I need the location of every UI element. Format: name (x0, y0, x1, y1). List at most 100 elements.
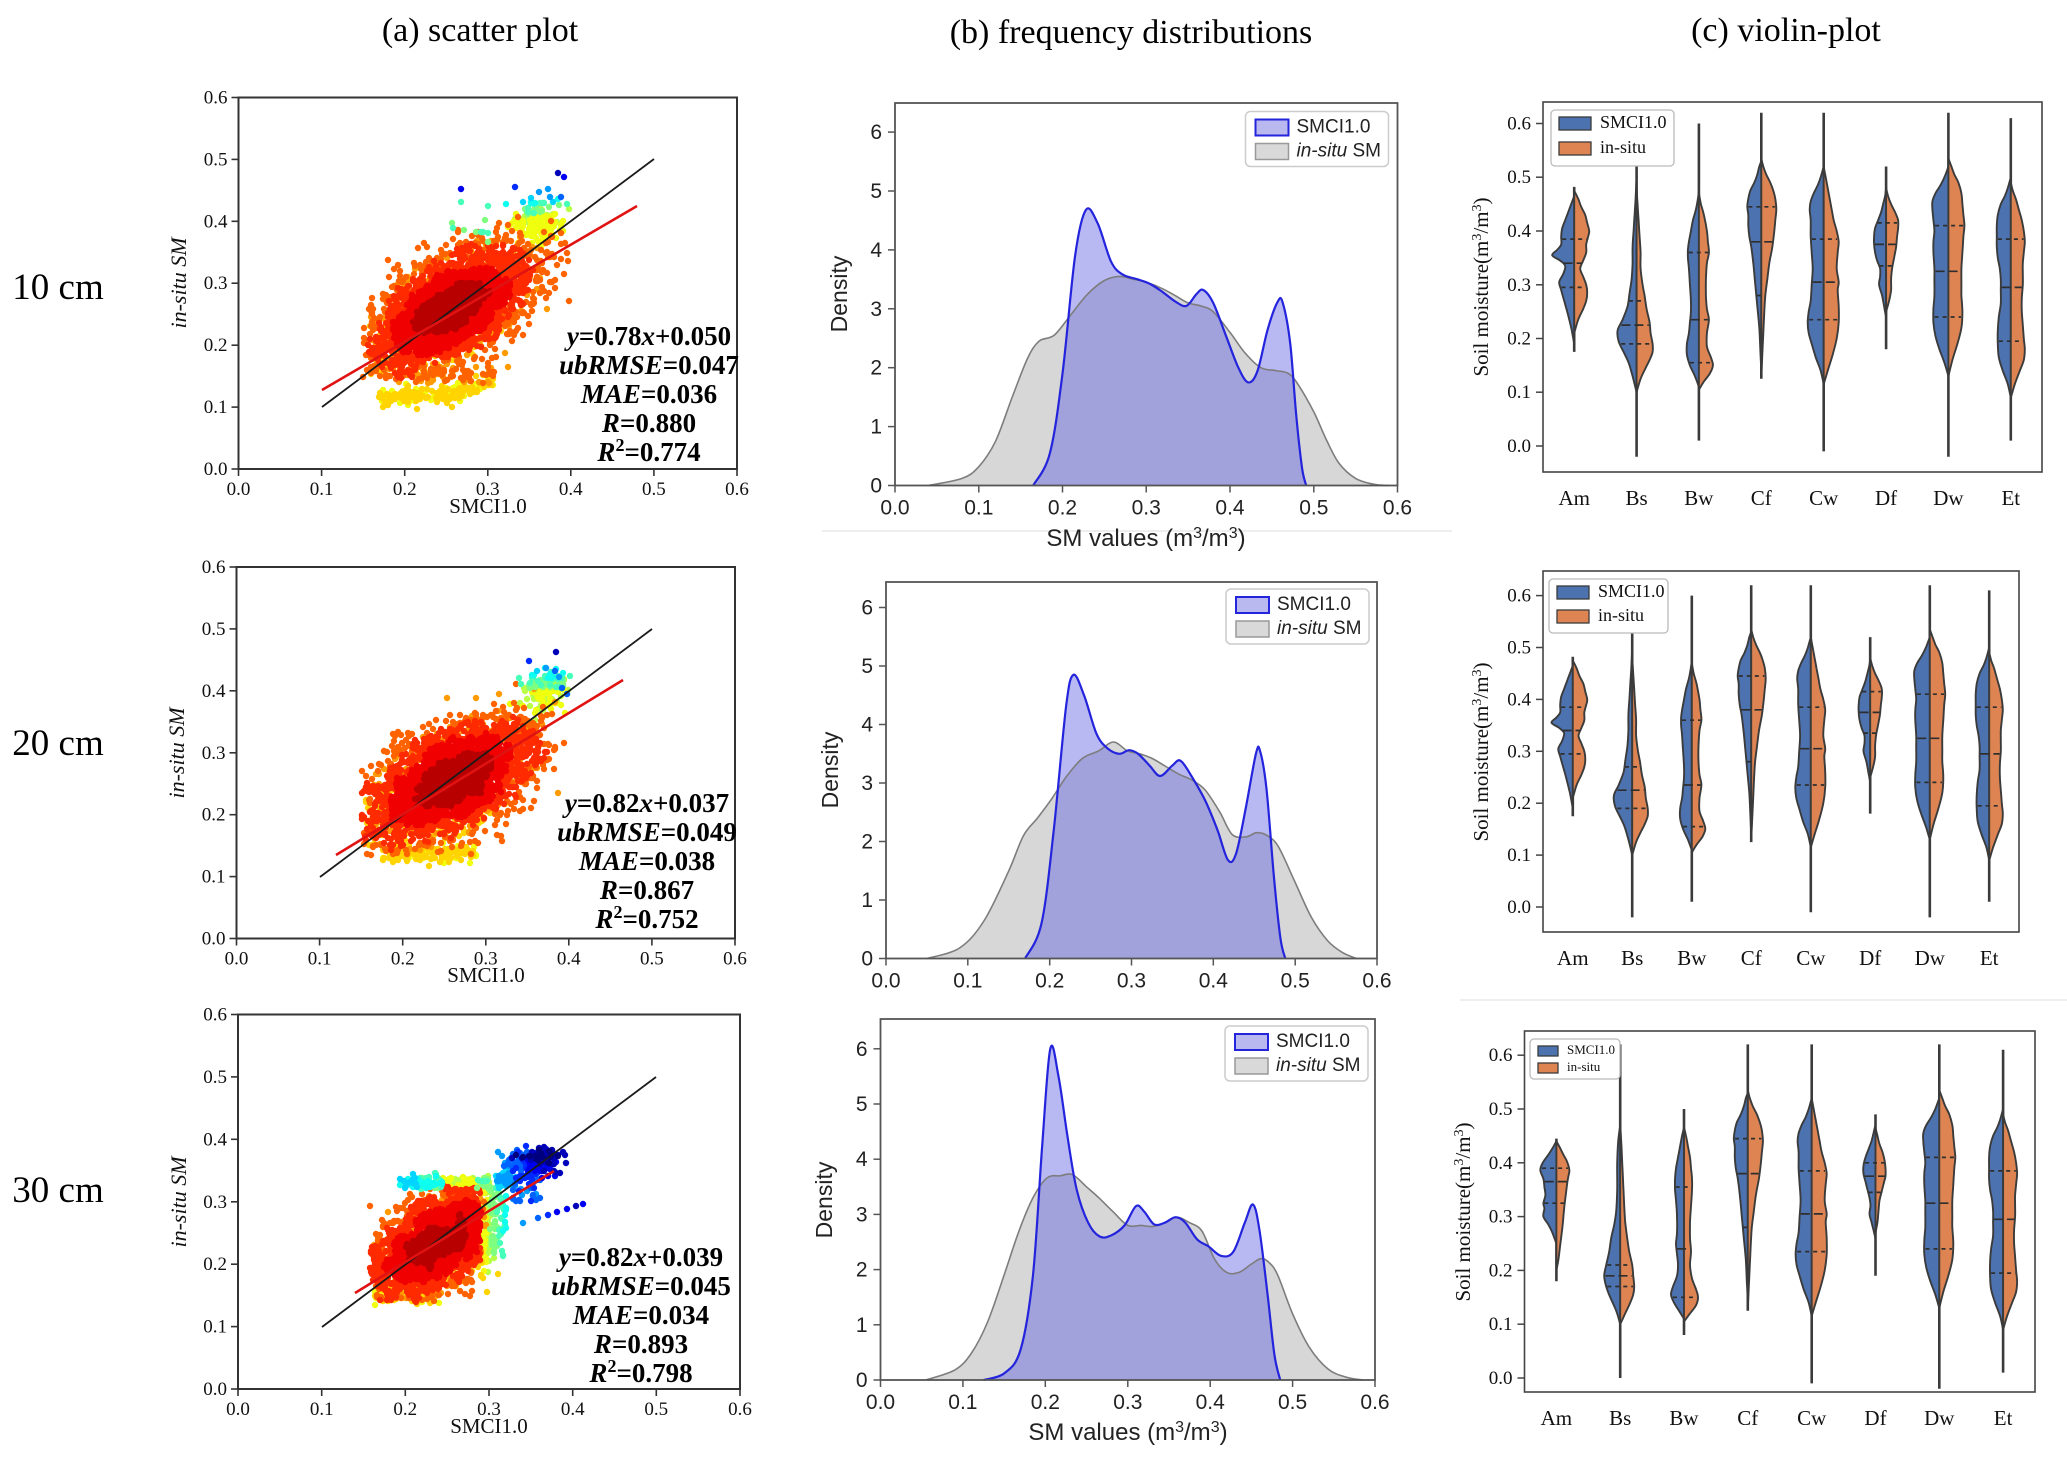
svg-text:Cf: Cf (1737, 1406, 1758, 1430)
svg-text:0.4: 0.4 (1196, 1391, 1226, 1414)
svg-text:Cw: Cw (1796, 946, 1826, 970)
svg-text:0.6: 0.6 (1362, 970, 1391, 993)
svg-text:0.4: 0.4 (204, 211, 228, 232)
svg-text:0.2: 0.2 (1031, 1391, 1060, 1414)
svg-text:0.2: 0.2 (391, 949, 415, 970)
svg-text:SMCI1.0: SMCI1.0 (1598, 581, 1665, 601)
svg-text:4: 4 (856, 1148, 868, 1171)
svg-text:SMCI1.0: SMCI1.0 (1297, 117, 1371, 138)
svg-text:2: 2 (861, 831, 873, 854)
svg-text:1: 1 (861, 889, 873, 912)
svg-text:in-situ: in-situ (1598, 605, 1644, 625)
svg-text:3: 3 (861, 772, 873, 795)
svg-text:6: 6 (861, 597, 873, 620)
svg-text:0: 0 (856, 1369, 868, 1392)
svg-text:0.2: 0.2 (1507, 793, 1531, 814)
svg-text:0.4: 0.4 (1215, 497, 1245, 520)
svg-text:0.6: 0.6 (1507, 586, 1531, 607)
svg-text:in-situ SM: in-situ SM (1277, 618, 1361, 639)
svg-text:0.4: 0.4 (559, 479, 583, 500)
svg-text:0.5: 0.5 (203, 1067, 227, 1088)
svg-text:MAE=0.034: MAE=0.034 (572, 1300, 709, 1330)
svg-text:0.5: 0.5 (204, 149, 228, 170)
svg-text:0: 0 (861, 948, 873, 971)
svg-text:0.4: 0.4 (202, 681, 226, 702)
svg-text:0.3: 0.3 (474, 949, 498, 970)
svg-text:ubRMSE=0.049: ubRMSE=0.049 (557, 817, 737, 847)
svg-text:0.5: 0.5 (1299, 497, 1328, 520)
svg-text:0.2: 0.2 (203, 1254, 227, 1275)
svg-text:0.2: 0.2 (202, 805, 226, 826)
svg-text:0.4: 0.4 (1489, 1153, 1513, 1174)
svg-text:0.0: 0.0 (226, 1399, 250, 1420)
svg-text:0.1: 0.1 (1489, 1314, 1513, 1335)
svg-text:0.3: 0.3 (1507, 741, 1531, 762)
svg-text:0.6: 0.6 (1360, 1391, 1389, 1414)
svg-text:0.1: 0.1 (202, 867, 226, 888)
svg-text:6: 6 (870, 121, 882, 144)
svg-text:0.4: 0.4 (203, 1129, 227, 1150)
svg-text:0.1: 0.1 (948, 1391, 977, 1414)
svg-text:Am: Am (1558, 486, 1590, 510)
svg-text:0.5: 0.5 (1489, 1099, 1513, 1120)
svg-text:Bs: Bs (1609, 1406, 1631, 1430)
svg-text:0.1: 0.1 (1507, 845, 1531, 866)
svg-text:0.0: 0.0 (202, 929, 226, 950)
svg-text:0.2: 0.2 (1489, 1260, 1513, 1281)
svg-text:Cf: Cf (1751, 486, 1772, 510)
svg-text:0.2: 0.2 (393, 479, 417, 500)
svg-text:5: 5 (861, 655, 873, 678)
svg-text:Dw: Dw (1933, 486, 1964, 510)
svg-text:0.3: 0.3 (1507, 275, 1531, 296)
svg-text:Df: Df (1875, 486, 1897, 510)
svg-text:0.1: 0.1 (204, 397, 228, 418)
svg-text:in-situ: in-situ (1600, 137, 1646, 157)
svg-text:Am: Am (1557, 946, 1589, 970)
svg-text:Am: Am (1541, 1406, 1573, 1430)
svg-text:MAE=0.038: MAE=0.038 (578, 846, 715, 876)
svg-text:SMCI1.0: SMCI1.0 (1276, 1031, 1350, 1052)
svg-text:Soil moisture(m3/m3): Soil moisture(m3/m3) (1469, 662, 1493, 841)
svg-text:in-situ SM: in-situ SM (164, 706, 189, 799)
svg-text:Density: Density (826, 255, 852, 332)
svg-text:0.5: 0.5 (1507, 638, 1531, 659)
svg-text:0.0: 0.0 (203, 1379, 227, 1400)
svg-text:(c) violin-plot: (c) violin-plot (1691, 12, 1881, 49)
svg-text:0.3: 0.3 (1132, 497, 1161, 520)
svg-text:y=0.82x+0.039: y=0.82x+0.039 (556, 1242, 723, 1272)
svg-text:0.3: 0.3 (204, 273, 228, 294)
svg-text:Dw: Dw (1924, 1406, 1955, 1430)
svg-text:0.1: 0.1 (310, 1399, 334, 1420)
svg-text:0.0: 0.0 (225, 949, 249, 970)
svg-text:1: 1 (856, 1314, 868, 1337)
svg-text:Et: Et (1980, 946, 1999, 970)
svg-text:0.5: 0.5 (644, 1399, 668, 1420)
svg-text:Df: Df (1859, 946, 1881, 970)
svg-text:10 cm: 10 cm (12, 267, 104, 308)
svg-text:R=0.867: R=0.867 (599, 875, 694, 905)
svg-text:Bs: Bs (1626, 486, 1648, 510)
svg-text:ubRMSE=0.045: ubRMSE=0.045 (551, 1271, 731, 1301)
svg-text:0.5: 0.5 (640, 949, 664, 970)
svg-text:0.1: 0.1 (310, 479, 334, 500)
svg-text:Cw: Cw (1797, 1406, 1827, 1430)
svg-text:y=0.78x+0.050: y=0.78x+0.050 (564, 321, 731, 351)
svg-text:4: 4 (870, 239, 882, 262)
svg-text:0.1: 0.1 (203, 1317, 227, 1338)
svg-text:Soil moisture(m3/m3): Soil moisture(m3/m3) (1469, 197, 1493, 376)
svg-text:y=0.82x+0.037: y=0.82x+0.037 (562, 788, 729, 818)
svg-text:in-situ SM: in-situ SM (166, 1155, 191, 1248)
svg-text:(b) frequency distributions: (b) frequency distributions (950, 14, 1313, 51)
svg-text:0.0: 0.0 (1489, 1368, 1513, 1389)
svg-text:2: 2 (870, 357, 882, 380)
svg-text:SMCI1.0: SMCI1.0 (447, 963, 525, 987)
svg-text:Bs: Bs (1621, 946, 1643, 970)
svg-text:0.3: 0.3 (202, 743, 226, 764)
svg-text:R=0.880: R=0.880 (601, 408, 696, 438)
svg-text:0.6: 0.6 (1489, 1045, 1513, 1066)
svg-text:0.5: 0.5 (1278, 1391, 1307, 1414)
svg-text:0.6: 0.6 (728, 1399, 752, 1420)
svg-text:0.3: 0.3 (203, 1192, 227, 1213)
svg-text:0.5: 0.5 (642, 479, 666, 500)
svg-text:0.2: 0.2 (1035, 970, 1064, 993)
